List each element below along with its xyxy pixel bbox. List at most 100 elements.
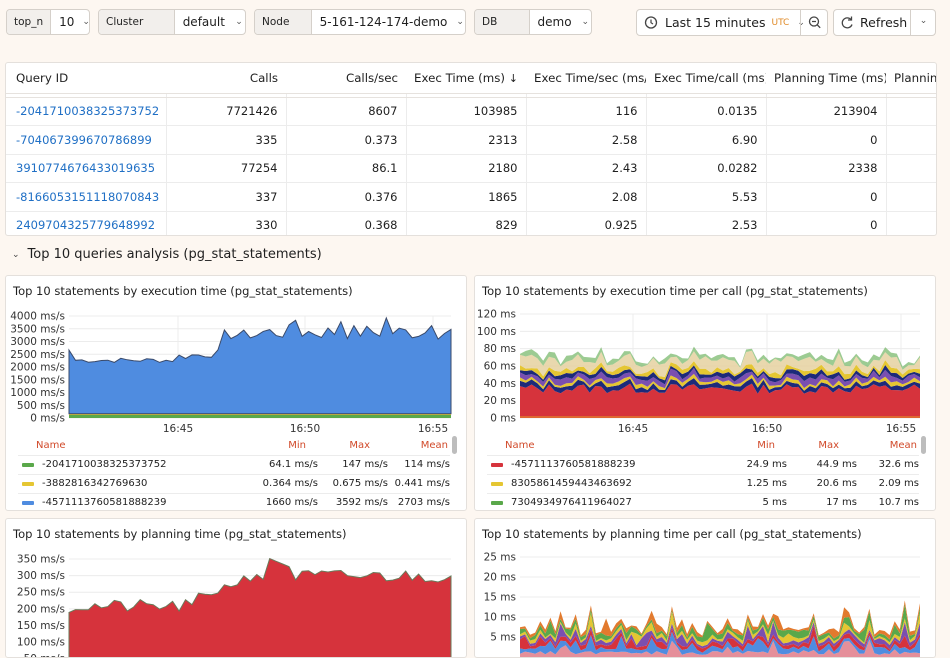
series-area xyxy=(520,600,920,640)
x-tick-label: 16:55 xyxy=(418,423,448,435)
column-header-label: Exec Time (ms) xyxy=(414,70,506,85)
y-tick-label: 40 ms xyxy=(484,378,516,390)
legend-header-min[interactable]: Min xyxy=(757,440,775,451)
column-header-planning-time[interactable]: Planning Time (ms) xyxy=(766,63,886,94)
legend-item[interactable]: -3882816342769630 0.364 ms/s 0.675 ms/s 0.4… xyxy=(18,474,450,492)
chevron-down-icon: ⌄ xyxy=(82,17,90,27)
legend-max: 17 ms xyxy=(826,497,857,508)
y-tick-label: 20 ms xyxy=(484,395,516,407)
legend-header-mean[interactable]: Mean xyxy=(889,440,917,451)
table-cell: 5.53 xyxy=(646,182,767,212)
legend-item[interactable]: -4571113760581888239 1660 ms/s 3592 ms/s 27… xyxy=(18,493,450,510)
table-cell xyxy=(886,154,936,183)
table-cell xyxy=(886,182,936,212)
query-table: Query ID Calls Calls/sec Exec Time (ms) … xyxy=(6,63,936,235)
table-row: -8166053151118070843 337 0.376 1865 2.08 5.53… xyxy=(6,182,936,212)
refresh-button[interactable]: Refresh ⌄ xyxy=(833,9,936,36)
y-tick-label: 0 ms/s xyxy=(30,413,65,425)
y-tick-label: 0 ms xyxy=(490,413,516,425)
chart-svg[interactable]: 350 ms/s 300 ms/s 250 ms/s 200 ms/s 150 ms/s… xyxy=(6,519,466,657)
legend-header-min[interactable]: Min xyxy=(288,440,306,451)
chart-svg[interactable]: 120 ms 100 ms 80 ms 60 ms 40 ms 20 ms 0 ms 16:4… xyxy=(475,276,935,510)
legend-max: 20.6 ms xyxy=(816,478,857,489)
legend-min: 24.9 ms xyxy=(746,459,787,470)
query-id-link[interactable]: -704067399670786899 xyxy=(6,125,167,155)
series-swatch xyxy=(491,501,503,505)
table-cell: 6.90 xyxy=(646,125,767,155)
time-range-picker[interactable]: Last 15 minutes UTC ⌄ xyxy=(636,9,828,36)
legend-name: -3882816342769630 xyxy=(42,478,148,489)
table-cell: 0.373 xyxy=(286,125,407,155)
y-tick-label: 25 ms xyxy=(484,552,516,564)
column-header-calls[interactable]: Calls xyxy=(166,63,286,94)
series-area xyxy=(520,365,920,385)
section-header[interactable]: ⌄ Top 10 queries analysis (pg_stat_state… xyxy=(12,247,322,262)
query-table-panel: Query ID Calls Calls/sec Exec Time (ms) … xyxy=(5,62,937,236)
query-id-link[interactable]: 2409704325779648992 xyxy=(6,211,167,235)
table-cell: 335 xyxy=(166,125,287,155)
query-id-link[interactable]: -8166053151118070843 xyxy=(6,182,167,212)
y-tick-label: 20 ms xyxy=(484,572,516,584)
table-cell: 0 xyxy=(766,125,887,155)
legend-name: 8305861459443463692 xyxy=(511,478,632,489)
var-value: 10 xyxy=(59,15,75,29)
timezone-badge: UTC xyxy=(771,17,790,28)
var-top-n[interactable]: top_n 10 ⌄ xyxy=(6,9,90,35)
legend-item[interactable]: -4571113760581888239 24.9 ms 44.9 ms 32.6 m… xyxy=(487,455,919,473)
chart-panel-exec-time-per-call: 120 ms 100 ms 80 ms 60 ms 40 ms 20 ms 0 ms 16:4… xyxy=(474,275,936,511)
chart-panel-planning-time: 350 ms/s 300 ms/s 250 ms/s 200 ms/s 150 ms/s… xyxy=(5,518,467,658)
legend-item[interactable]: 7304934976411964027 5 ms 17 ms 10.7 ms xyxy=(487,493,919,510)
table-cell: 0.368 xyxy=(286,211,407,235)
chart-panel-planning-time-per-call: 25 ms 20 ms 15 ms 10 ms 5 ms Top 10 statemen… xyxy=(474,518,936,658)
column-header-planning-call[interactable]: Plannin xyxy=(886,63,936,94)
legend-header-mean[interactable]: Mean xyxy=(420,440,448,451)
legend-scrollbar[interactable] xyxy=(921,436,926,454)
legend-max: 3592 ms/s xyxy=(335,497,388,508)
table-cell xyxy=(886,125,936,155)
section-title: Top 10 queries analysis (pg_stat_stateme… xyxy=(27,247,322,262)
y-tick-label: 50 ms/s xyxy=(24,653,65,657)
query-id-link[interactable]: -2041710038325373752 xyxy=(6,97,167,126)
table-cell: 0.0282 xyxy=(646,154,767,183)
series-area xyxy=(520,346,920,370)
legend-scrollbar[interactable] xyxy=(452,436,457,454)
zoom-out-button[interactable] xyxy=(800,10,829,35)
series-area xyxy=(68,557,452,657)
legend-header-max[interactable]: Max xyxy=(349,440,370,451)
table-spacer xyxy=(6,93,936,98)
var-label: top_n xyxy=(7,10,52,34)
legend-item[interactable]: 8305861459443463692 1.25 ms 20.6 ms 2.09 ms xyxy=(487,474,919,492)
legend-header-max[interactable]: Max xyxy=(818,440,839,451)
column-header-query-id[interactable]: Query ID xyxy=(6,63,166,94)
legend-name: -4571113760581888239 xyxy=(511,459,636,470)
var-label: Node name xyxy=(255,10,312,34)
y-tick-label: 300 ms/s xyxy=(17,570,65,582)
series-swatch xyxy=(491,463,503,467)
y-tick-label: 350 ms/s xyxy=(17,554,65,566)
sort-desc-icon: ↓ xyxy=(508,71,518,85)
legend-item[interactable]: -2041710038325373752 64.1 ms/s 147 ms/s 114… xyxy=(18,455,450,473)
series-area xyxy=(520,360,920,381)
legend-header-name[interactable]: Name xyxy=(36,440,66,451)
var-node-name[interactable]: Node name 5-161-124-174-demo ⌄ xyxy=(254,9,466,35)
column-header-exec-time-sec[interactable]: Exec Time/sec (ms/ xyxy=(526,63,646,94)
table-cell: 0 xyxy=(766,211,887,235)
legend-header-name[interactable]: Name xyxy=(505,440,535,451)
table-cell: 2.43 xyxy=(526,154,647,183)
query-id-link[interactable]: 3910774676433019635 xyxy=(6,154,167,183)
legend-max: 0.675 ms/s xyxy=(332,478,388,489)
table-cell: 829 xyxy=(406,211,527,235)
column-header-calls-sec[interactable]: Calls/sec xyxy=(286,63,406,94)
series-area xyxy=(520,611,920,647)
table-row: 3910774676433019635 77254 86.1 2180 2.43 0.02… xyxy=(6,154,936,183)
var-db-name[interactable]: DB name demo ⌄ xyxy=(474,9,592,35)
y-tick-label: 200 ms/s xyxy=(17,603,65,615)
y-tick-label: 150 ms/s xyxy=(17,620,65,632)
column-header-exec-time[interactable]: Exec Time (ms) ↓ xyxy=(406,63,526,94)
table-cell xyxy=(886,97,936,126)
refresh-interval-dropdown[interactable]: ⌄ xyxy=(910,10,936,35)
column-header-exec-time-call[interactable]: Exec Time/call (ms) xyxy=(646,63,766,94)
table-cell: 2.58 xyxy=(526,125,647,155)
var-cluster-name[interactable]: Cluster name default ⌄ xyxy=(98,9,246,35)
